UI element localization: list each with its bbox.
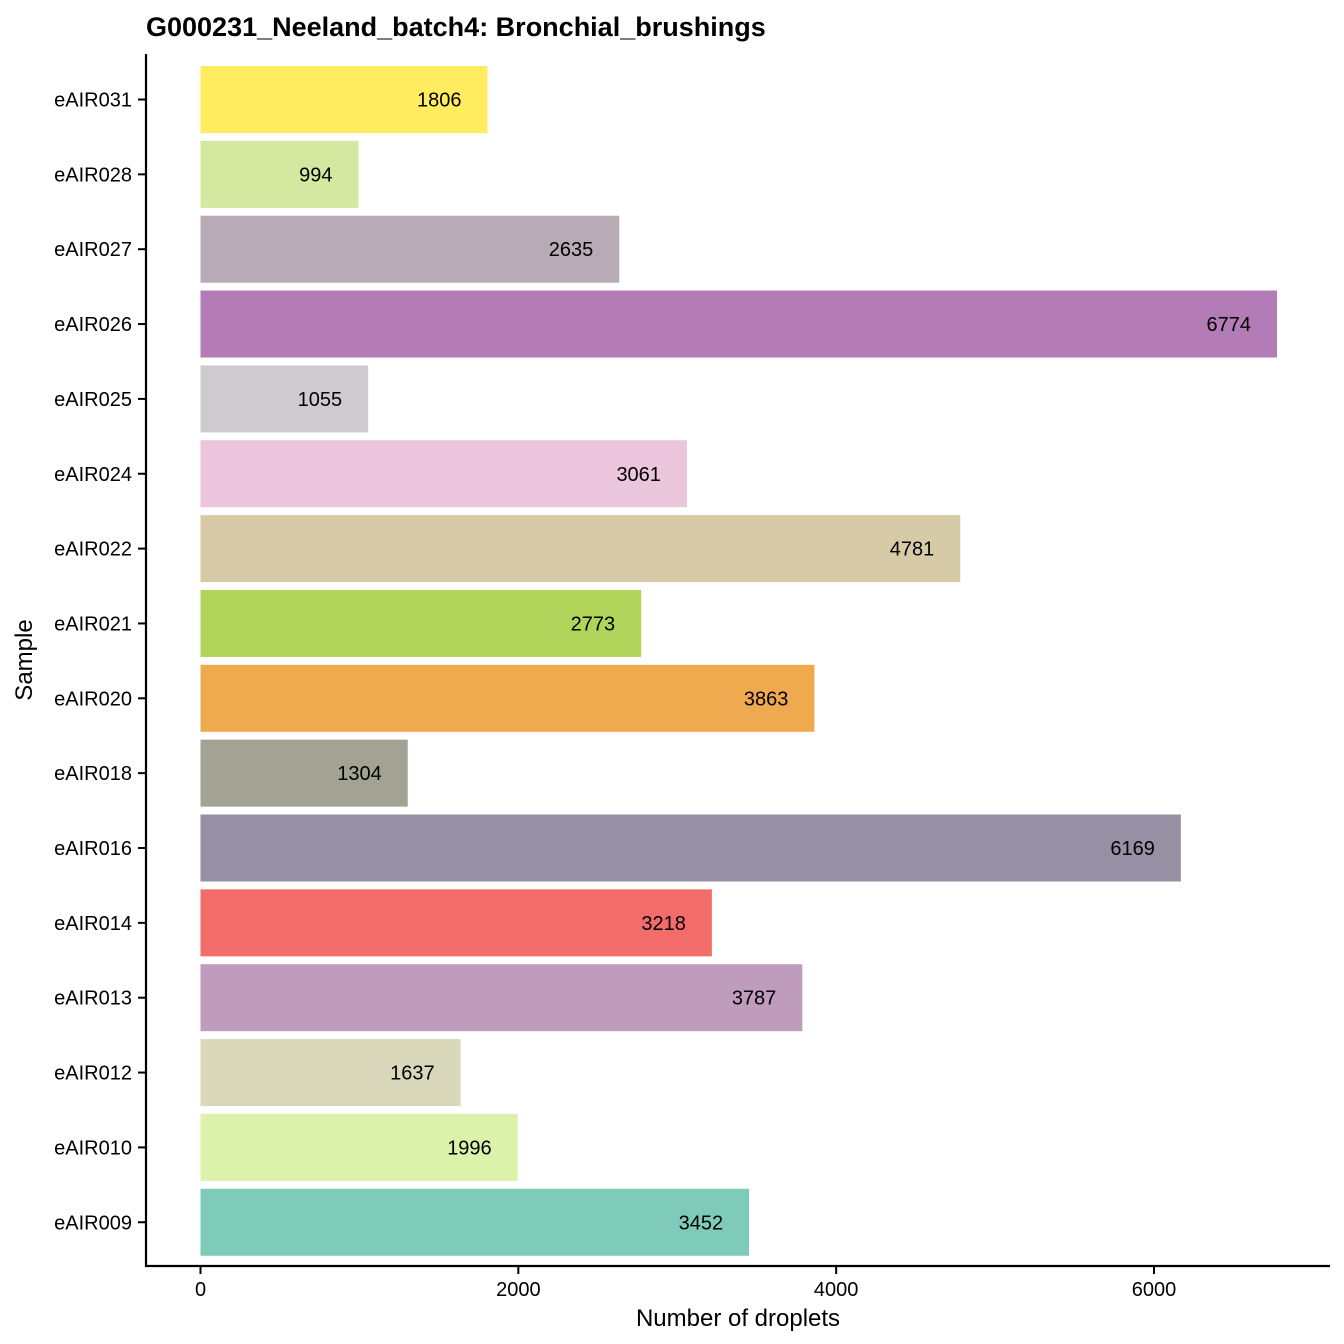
y-tick-label: eAIR022 xyxy=(54,539,132,561)
bar-eAIR024 xyxy=(200,440,687,508)
bar-eAIR018 xyxy=(200,739,408,807)
y-tick-label: eAIR014 xyxy=(54,913,132,935)
bar-eAIR027 xyxy=(200,215,620,283)
bar-value-label: 4781 xyxy=(890,539,935,561)
bar-eAIR021 xyxy=(200,589,642,657)
bar-eAIR022 xyxy=(200,515,961,583)
y-tick-label: eAIR009 xyxy=(54,1212,132,1234)
bar-eAIR009 xyxy=(200,1188,750,1256)
y-tick-label: eAIR025 xyxy=(54,389,132,411)
bar-value-label: 3218 xyxy=(641,913,686,935)
chart-title: G000231_Neeland_batch4: Bronchial_brushi… xyxy=(146,12,766,42)
bar-eAIR028 xyxy=(200,140,359,208)
bar-value-label: 1304 xyxy=(337,763,382,785)
bar-eAIR014 xyxy=(200,889,712,957)
y-tick-label: eAIR031 xyxy=(54,90,132,112)
bar-value-label: 3452 xyxy=(679,1212,724,1234)
bar-value-label: 1637 xyxy=(390,1063,435,1085)
y-tick-label: eAIR018 xyxy=(54,763,132,785)
bar-value-label: 3787 xyxy=(732,988,777,1010)
bar-eAIR025 xyxy=(200,365,369,433)
x-tick-label: 4000 xyxy=(814,1279,859,1301)
bar-labels-group: 1806 994 2635 6774 1055 3061 4781 2773 3863 1304 6… xyxy=(298,90,1251,1235)
bar-value-label: 1055 xyxy=(298,389,343,411)
x-axis-ticks: 0 2000 4000 6000 xyxy=(195,1266,1176,1301)
bar-value-label: 3863 xyxy=(744,688,789,710)
bar-eAIR013 xyxy=(200,964,803,1032)
y-tick-label: eAIR026 xyxy=(54,314,132,336)
bar-value-label: 2635 xyxy=(549,239,594,261)
bar-eAIR010 xyxy=(200,1113,518,1181)
y-tick-label: eAIR021 xyxy=(54,613,132,635)
y-tick-label: eAIR013 xyxy=(54,988,132,1010)
bar-eAIR020 xyxy=(200,664,815,732)
y-tick-label: eAIR027 xyxy=(54,239,132,261)
y-axis-title: Sample xyxy=(11,619,38,700)
bar-value-label: 3061 xyxy=(616,464,661,486)
bar-value-label: 2773 xyxy=(571,613,616,635)
y-tick-label: eAIR016 xyxy=(54,838,132,860)
bar-eAIR016 xyxy=(200,814,1181,882)
y-tick-label: eAIR012 xyxy=(54,1063,132,1085)
x-tick-label: 6000 xyxy=(1132,1279,1177,1301)
x-axis-title: Number of droplets xyxy=(636,1305,840,1332)
bar-value-label: 1996 xyxy=(447,1137,492,1159)
y-tick-label: eAIR024 xyxy=(54,464,132,486)
y-axis-ticks: eAIR031 eAIR028 eAIR027 eAIR026 eAIR025 eAIR0… xyxy=(54,90,146,1234)
bar-eAIR012 xyxy=(200,1039,461,1107)
bar-value-label: 994 xyxy=(299,164,332,186)
bar-value-label: 6169 xyxy=(1110,838,1155,860)
y-tick-label: eAIR028 xyxy=(54,164,132,186)
x-tick-label: 0 xyxy=(195,1279,206,1301)
x-tick-label: 2000 xyxy=(496,1279,541,1301)
bar-value-label: 1806 xyxy=(417,90,462,112)
bars-group xyxy=(200,66,1278,1256)
y-tick-label: eAIR020 xyxy=(54,688,132,710)
bar-value-label: 6774 xyxy=(1207,314,1252,336)
bar-eAIR031 xyxy=(200,66,488,133)
bar-eAIR026 xyxy=(200,290,1278,358)
y-tick-label: eAIR010 xyxy=(54,1137,132,1159)
